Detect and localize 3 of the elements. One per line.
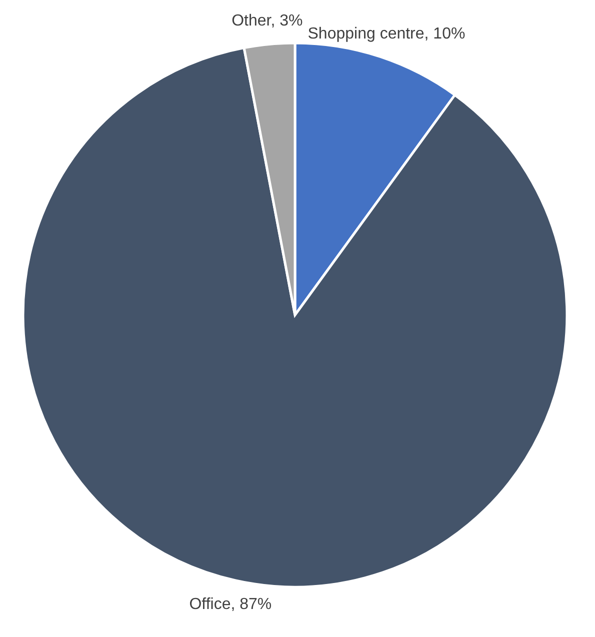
slice-label: Other, 3% bbox=[232, 12, 303, 30]
slice-label: Office, 87% bbox=[189, 596, 272, 613]
slice-label: Shopping centre, 10% bbox=[308, 25, 466, 42]
